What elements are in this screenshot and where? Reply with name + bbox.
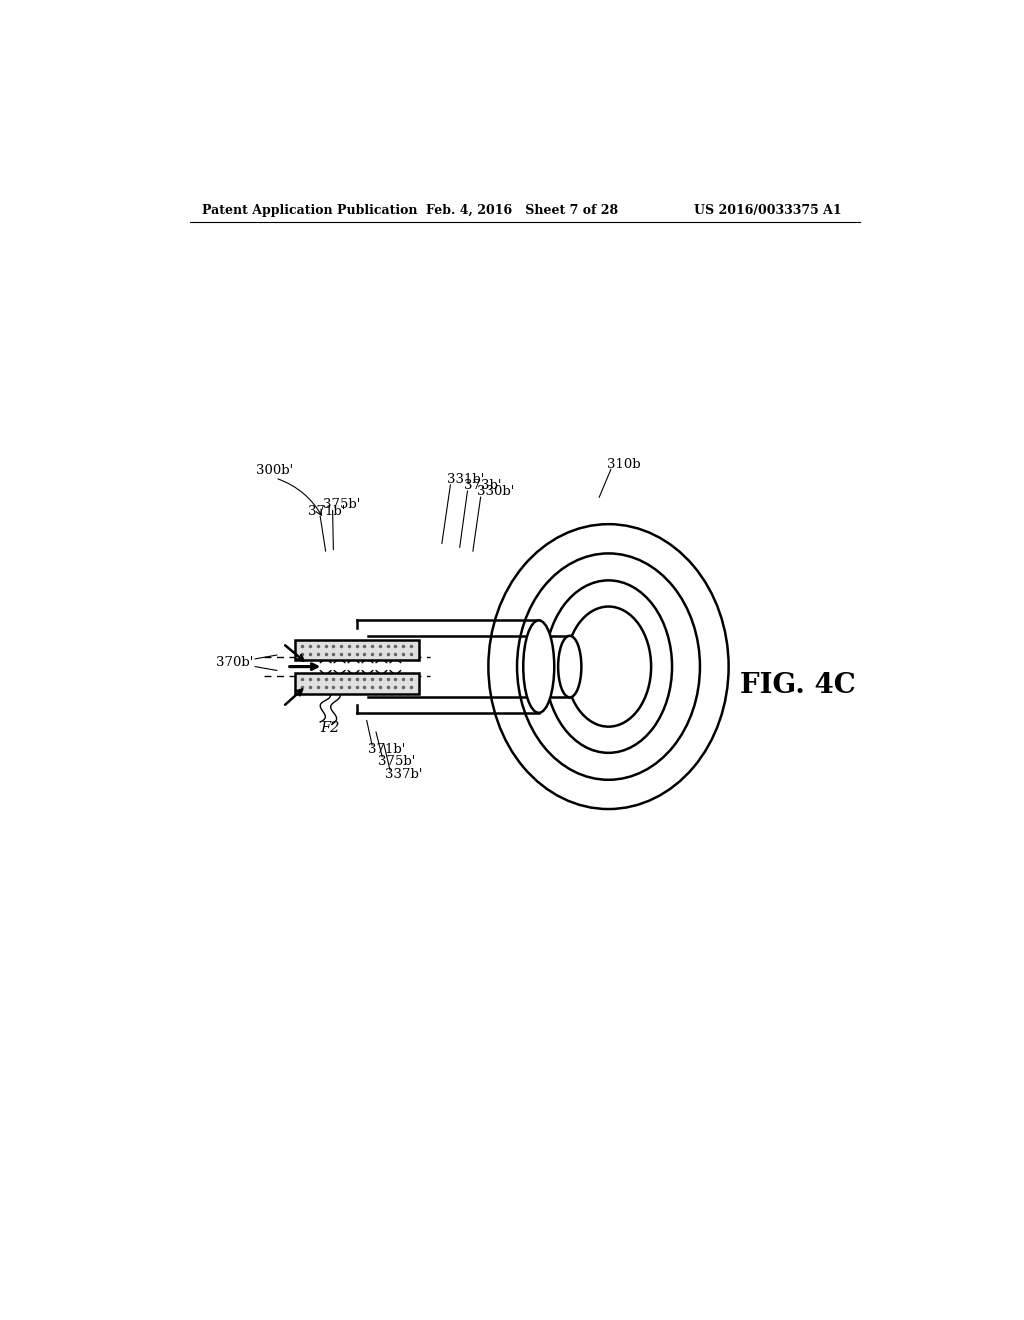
Ellipse shape — [558, 636, 582, 697]
Text: 331b': 331b' — [447, 473, 484, 486]
Text: US 2016/0033375 A1: US 2016/0033375 A1 — [693, 205, 842, 218]
Polygon shape — [295, 640, 419, 660]
Text: 310b: 310b — [607, 458, 641, 471]
Text: F2: F2 — [321, 721, 340, 735]
Text: 375b': 375b' — [378, 755, 415, 768]
Text: 371b': 371b' — [308, 504, 345, 517]
Text: Patent Application Publication: Patent Application Publication — [202, 205, 417, 218]
Text: 373b': 373b' — [464, 479, 501, 492]
Text: Feb. 4, 2016   Sheet 7 of 28: Feb. 4, 2016 Sheet 7 of 28 — [426, 205, 618, 218]
Text: FIG. 4C: FIG. 4C — [740, 672, 856, 700]
Ellipse shape — [523, 620, 554, 713]
Text: 337b': 337b' — [385, 768, 423, 781]
Text: 300b': 300b' — [256, 463, 293, 477]
Text: 375b': 375b' — [324, 499, 360, 511]
Polygon shape — [295, 673, 419, 693]
Text: 370b': 370b' — [216, 656, 254, 669]
Text: 330b': 330b' — [477, 486, 514, 499]
Text: 371b': 371b' — [369, 743, 406, 756]
